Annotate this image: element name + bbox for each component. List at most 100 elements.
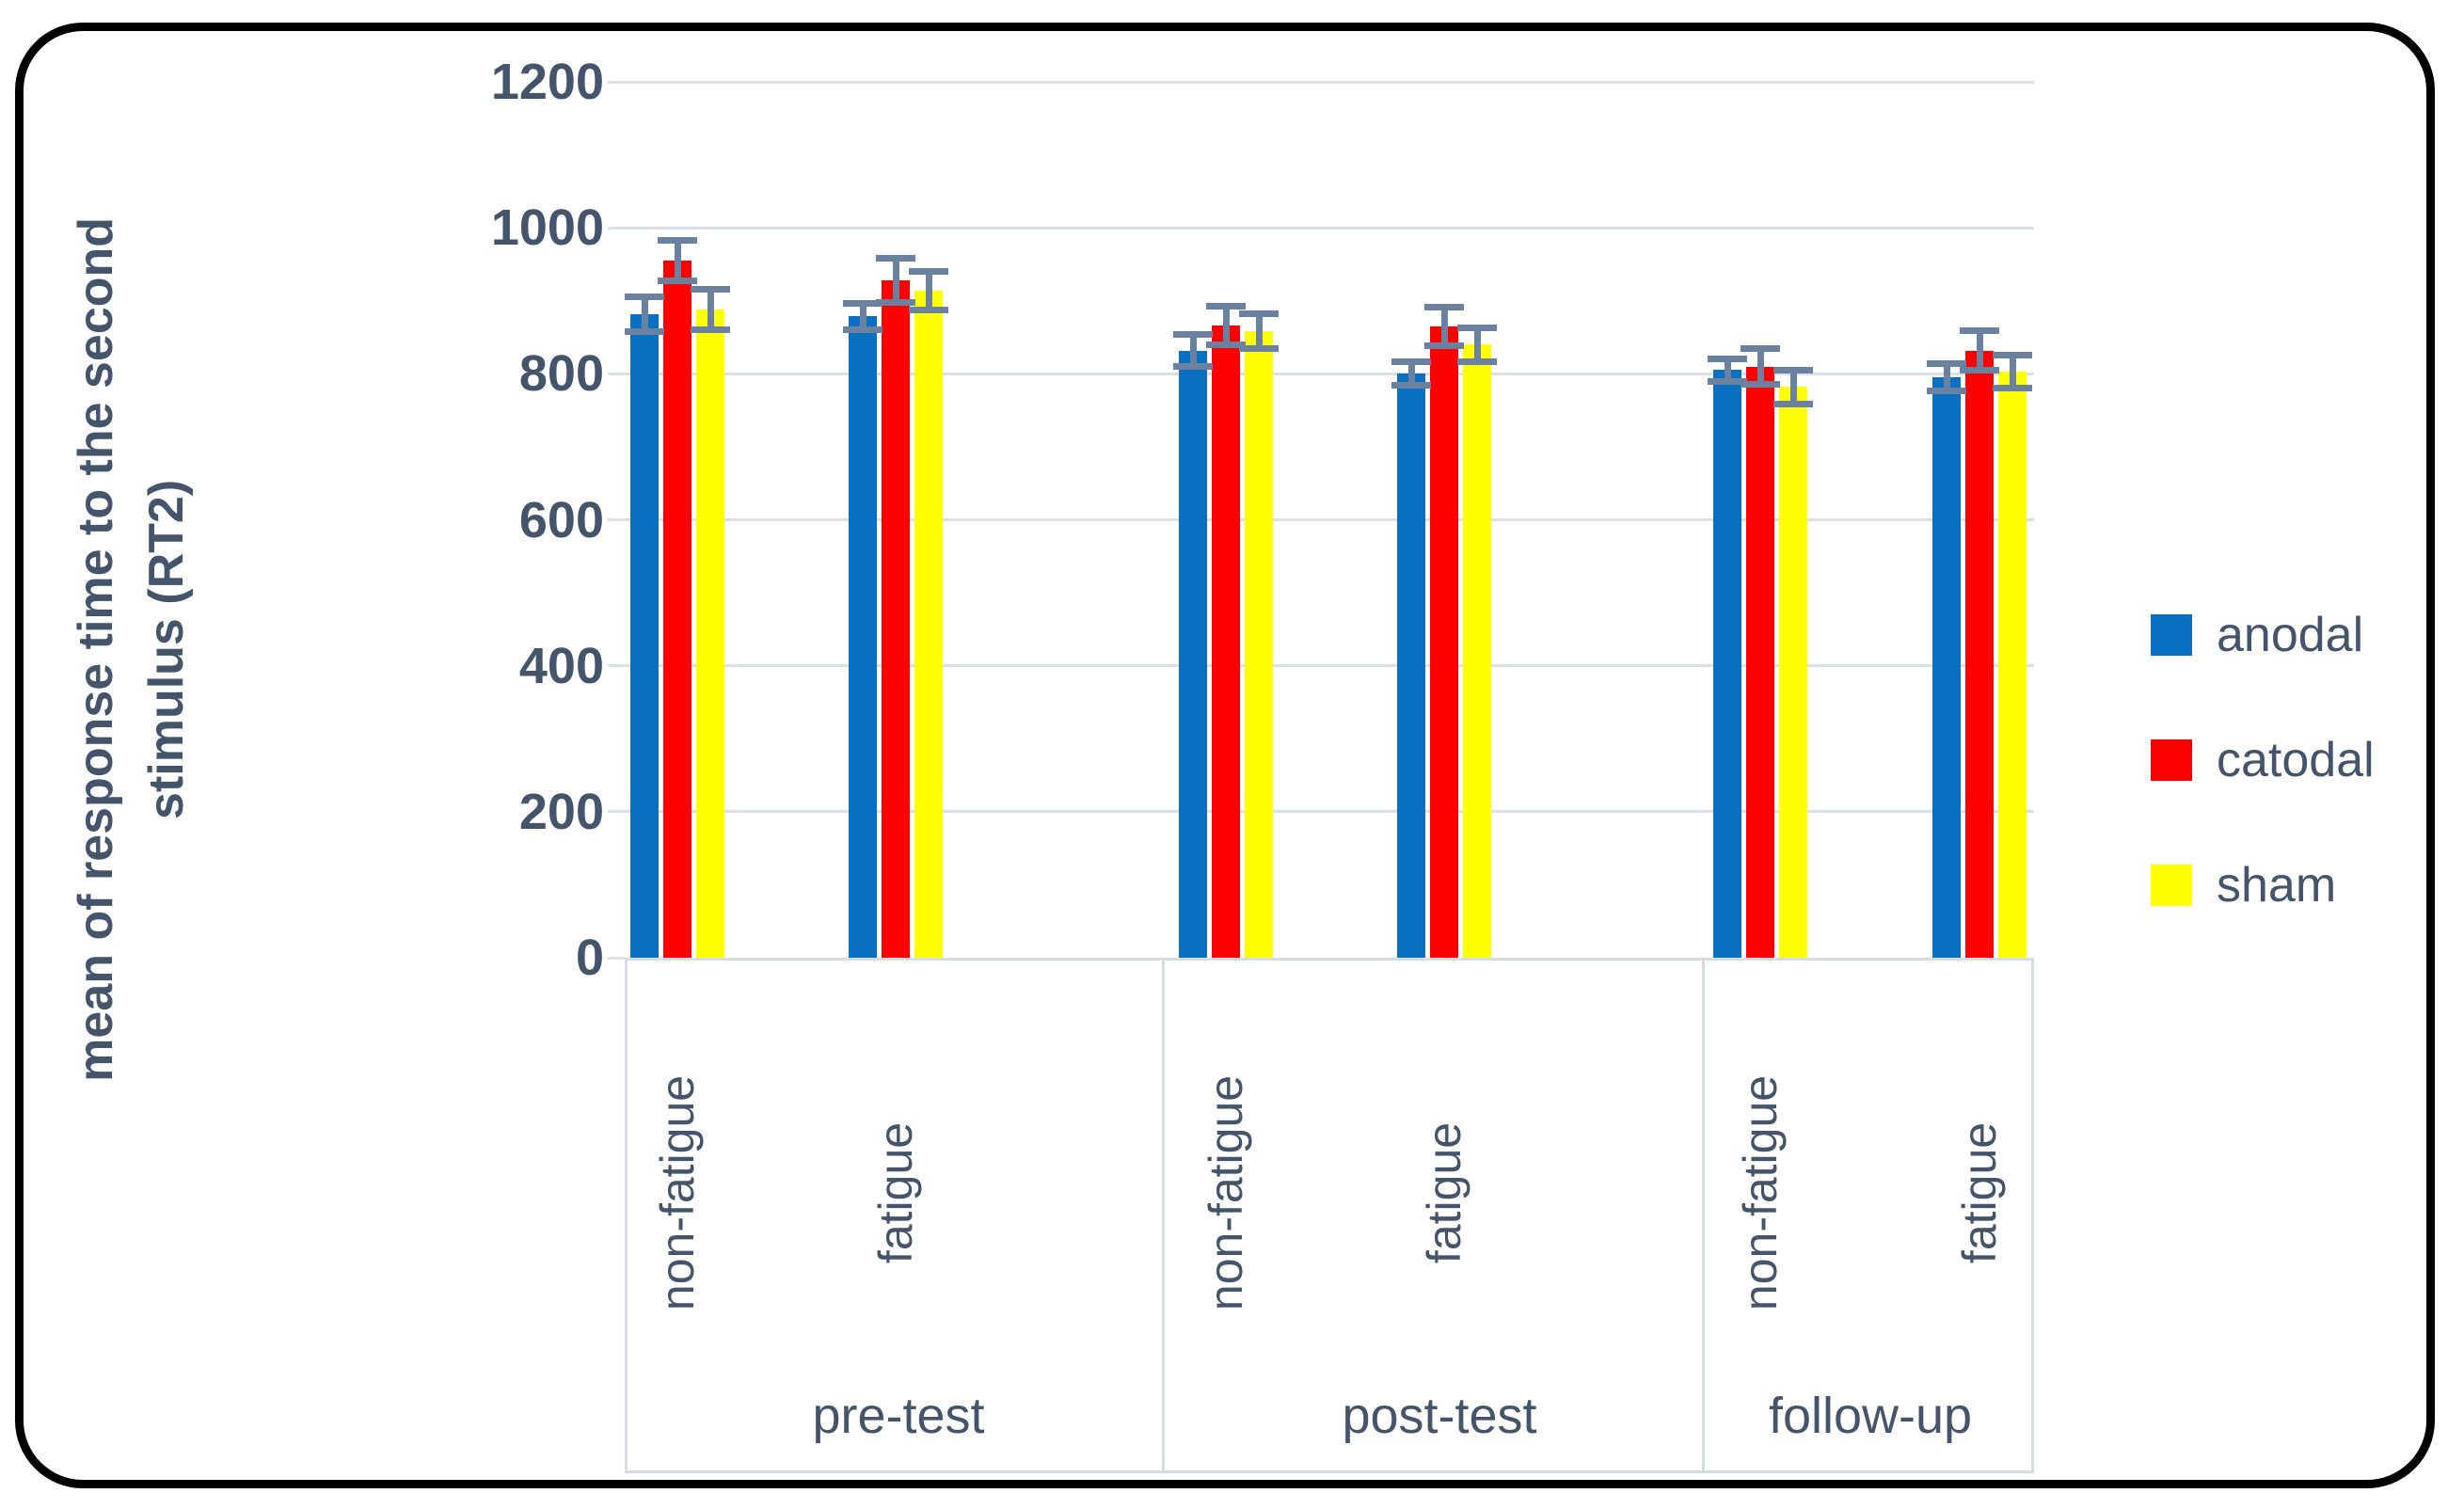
legend-swatch-sham [2151, 865, 2192, 906]
legend-item-sham: sham [2151, 857, 2336, 913]
error-bar-cap [625, 293, 664, 300]
error-bar-cap [1391, 358, 1431, 366]
error-bar-catodal [674, 240, 681, 281]
section-label: follow-up [1768, 1388, 1973, 1444]
error-bar-anodal [1407, 361, 1415, 386]
error-bar-cap [1960, 366, 1999, 373]
error-bar-cap [1173, 330, 1213, 338]
section-label: pre-test [812, 1388, 985, 1444]
error-bar-cap [1773, 366, 1813, 373]
chart-frame [15, 23, 2435, 1488]
error-bar-anodal [641, 296, 648, 332]
error-bar-cap [1239, 310, 1279, 318]
error-bar-sham [925, 271, 932, 310]
bar-catodal [1430, 326, 1458, 958]
category-label: fatigue [1418, 1121, 1470, 1264]
y-axis-tick-label: 0 [575, 929, 604, 986]
section-label: post-test [1342, 1388, 1537, 1444]
legend-swatch-anodal [2151, 614, 2192, 656]
error-bar-cap [1993, 385, 2032, 392]
error-bar-cap [1206, 303, 1246, 310]
error-bar-cap [1424, 342, 1464, 349]
error-bar-catodal [1976, 330, 1983, 371]
legend-item-anodal: anodal [2151, 607, 2363, 663]
error-bar-cap [1927, 388, 1966, 395]
plot-gridline [625, 664, 2034, 668]
y-axis-tick [608, 956, 625, 960]
bar-sham [1245, 331, 1273, 958]
y-axis-tick [608, 664, 625, 668]
plot-gridline [625, 80, 2034, 84]
error-bar-cap [1391, 382, 1431, 389]
error-bar-cap [658, 236, 697, 244]
error-bar-cap [691, 326, 730, 334]
y-axis-tick-label: 200 [518, 783, 604, 840]
bar-anodal [630, 313, 659, 958]
error-bar-cap [843, 299, 882, 307]
error-bar-cap [843, 326, 882, 333]
error-bar-sham [1473, 327, 1481, 362]
category-label: non-fatigue [651, 1074, 704, 1311]
error-bar-cap [1741, 380, 1780, 388]
error-bar-catodal [1440, 307, 1448, 346]
y-axis-tick [608, 372, 625, 375]
error-bar-sham [2009, 355, 2016, 389]
error-bar-anodal [1189, 334, 1197, 367]
bar-catodal [882, 280, 910, 958]
category-box-separator [1701, 958, 1705, 1473]
category-box [625, 958, 2034, 1473]
legend-label: sham [2217, 858, 2337, 913]
error-bar-cap [876, 298, 915, 306]
error-bar-anodal [1724, 358, 1731, 382]
category-label: non-fatigue [1734, 1074, 1787, 1311]
y-axis-tick [608, 226, 625, 230]
y-axis-title-line2: stimulus (RT2) [139, 479, 194, 819]
error-bar-cap [1424, 304, 1464, 311]
bar-anodal [849, 316, 877, 958]
y-axis-title-line1: mean of response time to the second [68, 216, 123, 1082]
y-axis-title-text: mean of response time to the second stim… [61, 217, 203, 1082]
error-bar-cap [1206, 341, 1246, 348]
error-bar-cap [691, 285, 730, 293]
bar-sham [1998, 372, 2027, 958]
y-axis-tick [608, 810, 625, 814]
bar-anodal [1397, 373, 1425, 958]
error-bar-cap [909, 306, 948, 313]
error-bar-cap [1457, 324, 1497, 331]
bar-sham [914, 290, 943, 958]
error-bar-cap [1773, 400, 1813, 407]
bar-sham [696, 310, 724, 958]
error-bar-cap [1457, 357, 1497, 365]
error-bar-cap [1708, 355, 1747, 362]
y-axis-tick-label: 400 [518, 637, 604, 694]
plot-gridline [625, 518, 2034, 521]
bar-anodal [1932, 377, 1961, 958]
error-bar-cap [1708, 378, 1747, 386]
plot-gridline [625, 810, 2034, 814]
bar-catodal [1746, 366, 1774, 958]
error-bar-cap [625, 327, 664, 335]
bar-catodal [1965, 350, 1994, 958]
error-bar-sham [707, 289, 714, 330]
error-bar-cap [1741, 345, 1780, 353]
error-bar-cap [1993, 351, 2032, 358]
y-axis-tick-label: 1200 [490, 54, 604, 110]
error-bar-cap [876, 255, 915, 262]
bar-sham [1779, 387, 1807, 958]
y-axis-tick-label: 800 [518, 345, 604, 403]
category-label: fatigue [869, 1121, 922, 1264]
plot-gridline [625, 372, 2034, 375]
error-bar-catodal [1757, 348, 1764, 385]
error-bar-sham [1789, 370, 1797, 405]
bar-anodal [1179, 350, 1207, 958]
error-bar-anodal [1943, 363, 1950, 391]
legend-swatch-catodal [2151, 739, 2192, 781]
legend-label: anodal [2217, 608, 2364, 662]
error-bar-cap [1239, 345, 1279, 353]
error-bar-cap [1927, 359, 1966, 367]
category-label: non-fatigue [1200, 1074, 1252, 1311]
legend-label: catodal [2217, 733, 2375, 787]
bar-catodal [1212, 326, 1240, 958]
error-bar-anodal [859, 303, 866, 329]
